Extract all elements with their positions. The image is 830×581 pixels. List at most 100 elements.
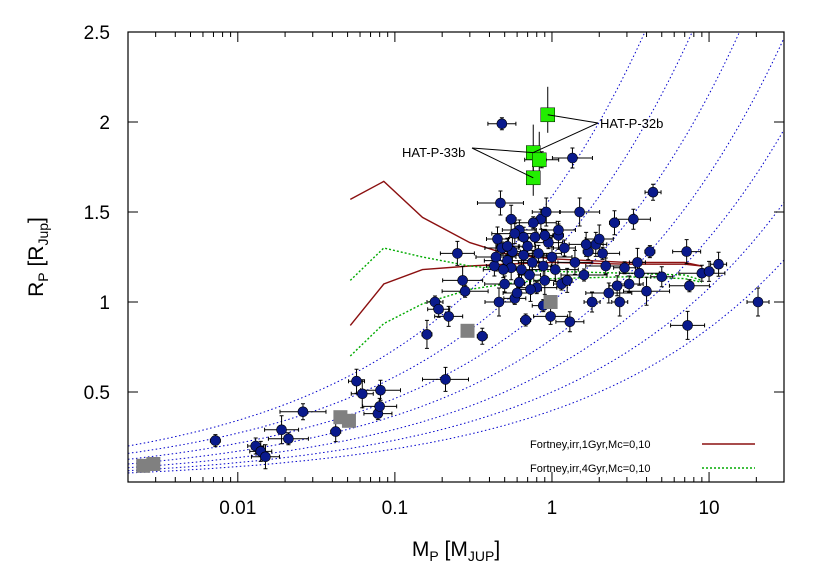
planet-point [356, 388, 368, 400]
planet-point [276, 424, 287, 436]
planet-point [623, 278, 635, 290]
y-tick-label: 1.5 [84, 203, 110, 224]
planet-point [713, 258, 724, 270]
planet-point [559, 242, 570, 254]
planet-point [518, 231, 529, 243]
planet-point [210, 435, 221, 446]
planet-point [684, 280, 695, 292]
annotation-hat-p-32b: HAT-P-32b [600, 116, 663, 131]
planet-point [609, 217, 620, 229]
planet-point [641, 285, 652, 297]
legend-label-4gyr: Fortney,irr,4Gyr,Mc=0,10 [530, 463, 651, 475]
isodensity-curve-6 [128, 202, 784, 472]
planet-point [509, 228, 521, 239]
data-points [136, 107, 764, 473]
planet-point [522, 240, 533, 252]
planet-point [597, 248, 608, 259]
annotation-hat-p-33b: HAT-P-33b [402, 145, 465, 160]
planet-point [586, 296, 598, 308]
planet-point [632, 257, 643, 268]
model-curve-2-2 [349, 276, 703, 357]
planet-point [593, 233, 605, 245]
legend-label-1gyr: Fortney,irr,1Gyr,Mc=0,10 [530, 439, 651, 451]
reference-square [341, 413, 356, 428]
annotation-leader [471, 147, 534, 154]
planet-point [580, 239, 592, 250]
planet-point [656, 271, 668, 283]
axis-ticks: 0.01 0.1 1 10 0.5 1 1.5 2 2.5 [84, 23, 785, 519]
planet-point [495, 197, 506, 209]
x-tick-label: 1 [547, 498, 558, 519]
planet-point [375, 384, 386, 396]
planet-point [545, 311, 556, 322]
x-tick-label: 10 [698, 498, 719, 519]
annotations: HAT-P-32b HAT-P-33b [402, 114, 663, 179]
planet-point [524, 269, 535, 281]
planet-point [703, 266, 715, 277]
isodensity-curve-4 [128, 37, 784, 465]
planet-point [492, 233, 503, 245]
planet-point [457, 275, 468, 286]
planet-point [351, 375, 362, 387]
isodensity-curve-3 [128, 32, 741, 460]
planet-point [546, 251, 558, 263]
legend: Fortney,irr,1Gyr,Mc=0,10 Fortney,irr,4Gy… [530, 439, 755, 475]
planet-point [297, 406, 309, 418]
planet-point [498, 264, 509, 275]
planet-point [516, 264, 527, 275]
planet-point [553, 224, 564, 236]
planet-point [525, 284, 536, 295]
reference-square [543, 295, 558, 309]
planet-point [647, 186, 659, 198]
planet-point [374, 401, 385, 412]
planet-point [644, 246, 656, 257]
planet-point [502, 240, 513, 252]
isodensity-curve-5 [128, 129, 784, 469]
planet-point [681, 246, 692, 257]
planet-point [499, 278, 510, 290]
error-bars [209, 86, 770, 470]
planet-point [539, 275, 551, 286]
planet-point [433, 303, 444, 315]
planet-point [496, 118, 508, 130]
planet-point [574, 206, 585, 218]
planet-point [527, 217, 539, 229]
planet-point [752, 296, 764, 308]
plot-frame [127, 31, 785, 483]
x-tick-label: 0.1 [382, 498, 408, 519]
planet-point [529, 231, 541, 243]
planet-point [459, 285, 471, 297]
planet-point [511, 287, 523, 299]
planet-point [489, 260, 500, 272]
y-tick-label: 0.5 [84, 383, 110, 404]
planet-point [330, 426, 342, 437]
planet-point [518, 249, 529, 261]
x-tick-label: 0.01 [219, 498, 256, 519]
planet-point [600, 260, 612, 272]
planet-point [476, 330, 488, 342]
isodensity-curve-1 [128, 32, 646, 447]
planet-point [493, 296, 505, 308]
annotation-leader [471, 147, 534, 179]
reference-square [460, 323, 475, 338]
planet-point [561, 275, 573, 286]
planet-point [603, 287, 615, 299]
planet-point [564, 316, 576, 328]
planet-point [549, 264, 561, 275]
planet-point [537, 260, 549, 272]
planet-point [614, 296, 626, 308]
planet-point [514, 276, 525, 288]
planet-point [421, 329, 433, 340]
planet-point [569, 257, 581, 268]
planet-point [578, 269, 590, 281]
y-tick-label: 2 [99, 113, 110, 134]
annotation-leader [547, 114, 599, 124]
y-tick-label: 2.5 [84, 23, 110, 44]
y-tick-label: 1 [99, 293, 110, 314]
isodensity-curve-2 [128, 32, 693, 454]
y-axis-label: RP [RJup] [25, 217, 51, 297]
hat-p-point [532, 152, 547, 168]
planet-point [520, 314, 531, 326]
isodensity-curves [128, 32, 784, 474]
